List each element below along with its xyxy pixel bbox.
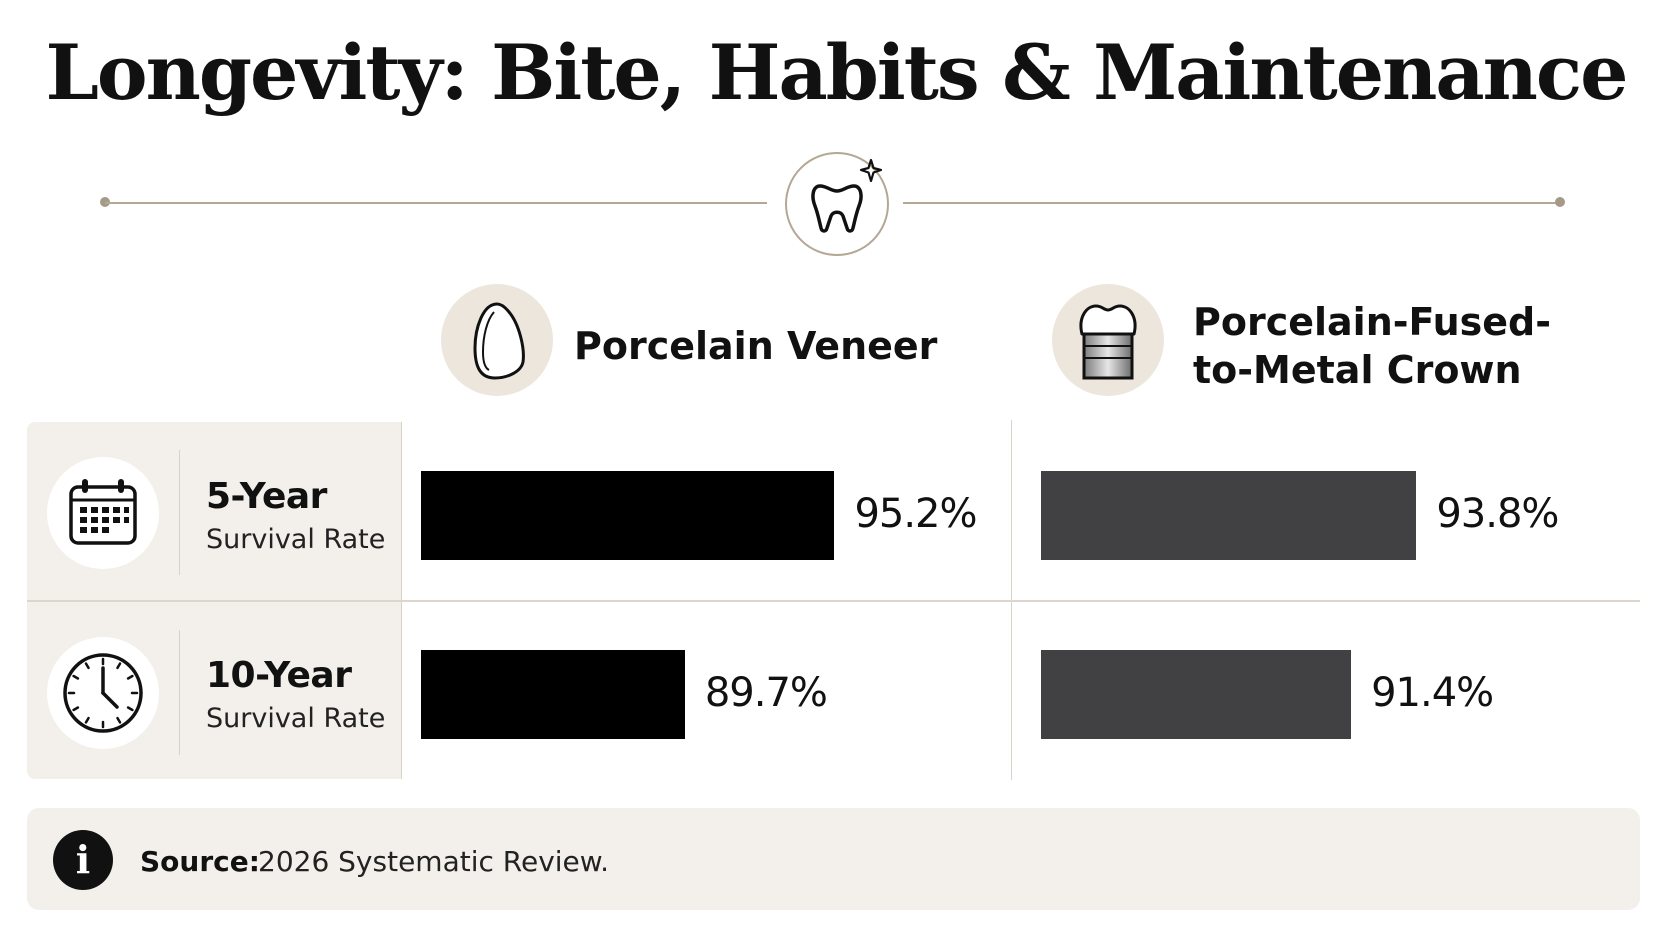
divider-line-right xyxy=(903,202,1560,204)
clock-icon xyxy=(47,637,159,749)
column-title-veneer: Porcelain Veneer xyxy=(574,322,937,370)
value-label-veneer-5-year: 95.2% xyxy=(854,491,977,537)
divider-line-left xyxy=(105,202,767,204)
divider-dot-right xyxy=(1555,197,1565,207)
row-divider xyxy=(27,600,1640,602)
column-title-line: Porcelain Veneer xyxy=(574,324,938,368)
bar-crown-5-year xyxy=(1041,471,1417,560)
calendar-icon xyxy=(47,457,159,569)
value-label-veneer-10-year: 89.7% xyxy=(704,670,828,716)
bar-crown-10-year xyxy=(1041,650,1352,739)
bar-veneer-5-year xyxy=(421,471,835,560)
source-label: Source: xyxy=(140,845,260,878)
source-text: 2026 Systematic Review. xyxy=(258,845,610,878)
column-title-crown: Porcelain-Fused- to-Metal Crown xyxy=(1193,298,1551,394)
row-1-title: 5-Year xyxy=(206,476,327,517)
tooth-sparkle-icon xyxy=(811,158,883,233)
bar-veneer-10-year xyxy=(421,650,685,739)
source-box xyxy=(27,808,1640,910)
column-title-line: Porcelain-Fused- xyxy=(1193,300,1551,344)
row-2-title: 10-Year xyxy=(206,655,352,696)
info-icon: i xyxy=(53,830,113,890)
value-label-crown-5-year: 93.8% xyxy=(1436,491,1559,537)
value-label-crown-10-year: 91.4% xyxy=(1371,670,1494,716)
row-2-subtitle: Survival Rate xyxy=(206,703,386,734)
row-1-label-divider xyxy=(179,450,180,575)
row-2-label-divider xyxy=(179,630,180,755)
veneer-icon xyxy=(441,284,553,396)
crown-icon xyxy=(1052,284,1164,396)
column-title-line: to-Metal Crown xyxy=(1193,348,1522,392)
header-badge xyxy=(785,152,889,256)
row-1-subtitle: Survival Rate xyxy=(206,524,386,555)
chart-title: Longevity: Bite, Habits & Maintenance xyxy=(45,28,1628,117)
